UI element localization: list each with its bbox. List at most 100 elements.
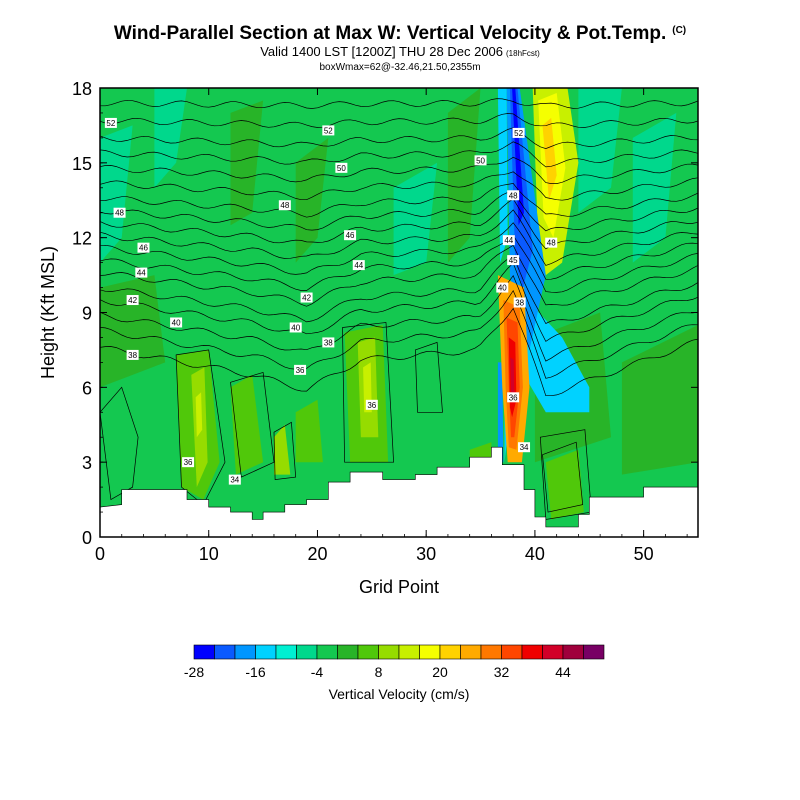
field-patch-3 [578,88,622,213]
contour-label-23: 36 [294,364,307,375]
theta-line-12 [100,171,698,201]
field-patch-2 [393,162,438,276]
theta-line-16 [100,113,698,128]
theta-line-11 [100,183,698,218]
contour-label-22: 38 [322,337,335,348]
field-patch-13 [195,392,203,438]
contour-label-box [289,322,302,333]
contour-label-box [513,297,526,308]
contour-label-text: 48 [509,191,518,200]
contour-label-text: 40 [291,323,300,332]
theta-line-0 [100,307,698,397]
contour-label-10: 44 [135,267,148,278]
field-patch-26 [497,88,508,263]
theta-contours [100,98,698,520]
y-tick-label: 0 [82,528,92,548]
x-tick-label: 20 [307,544,327,564]
contour-label-text: 36 [509,393,518,402]
field-patch-27 [497,362,504,463]
contour-label-text: 38 [324,338,333,347]
y-tick-label: 9 [82,304,92,324]
contour-label-text: 40 [172,318,181,327]
colorbar-swatch [296,644,318,660]
chart-subtitle: Valid 1400 LST [1200Z] THU 28 Dec 2006 (1… [0,44,800,59]
contour-label-box [228,474,241,485]
colorbar-tick-label: -28 [184,664,204,680]
contour-label-text: 52 [106,119,115,128]
contour-label-text: 50 [337,164,346,173]
contour-label-box [113,207,126,218]
contour-label-16: 42 [300,292,313,303]
contour-label-box [507,190,520,201]
theta-loop-0 [100,386,139,501]
contour-labels: 52 52 50 50 52 48 48 48 46 46 44 44 44 48 45 42 42 40 40 40… [104,117,558,485]
contour-label-27: 34 [228,474,241,485]
contour-label-9: 46 [344,230,357,241]
colorbar-label: Vertical Velocity (cm/s) [329,686,470,702]
contour-label-15: 42 [126,295,139,306]
contour-label-text: 36 [184,458,193,467]
contour-label-text: 44 [504,236,513,245]
colorbar-swatch [542,644,564,660]
velocity-field [100,88,698,537]
contour-label-text: 52 [324,126,333,135]
contour-label-17: 40 [170,317,183,328]
colorbar-swatch [378,644,400,660]
colorbar-tick-label: -16 [245,664,265,680]
theta-loop-6 [542,441,584,513]
theta-line-14 [100,141,698,168]
contour-label-box [344,230,357,241]
field-patch-4 [632,112,677,263]
field-patch-6 [295,137,329,263]
contour-label-text: 42 [302,294,311,303]
theta-line-8 [100,209,698,266]
contour-label-box [518,442,531,453]
colorbar-tick-label: 8 [375,664,383,680]
contour-label-18: 40 [289,322,302,333]
field-patch-10 [621,325,698,475]
contour-label-12: 44 [502,235,515,246]
colorbar-swatch [357,644,379,660]
contour-label-box [502,235,515,246]
contour-label-text: 40 [498,284,507,293]
y-tick-label: 12 [72,229,92,249]
contour-label-text: 50 [476,156,485,165]
contour-label-box [365,399,378,410]
colorbar-tick-label: 20 [432,664,448,680]
contour-label-26: 36 [182,457,195,468]
theta-line-1 [100,289,698,379]
contour-label-box [104,117,117,128]
contour-label-box [278,200,291,211]
theta-line-3 [100,262,698,342]
colorbar-tick-label: 44 [555,664,571,680]
contour-label-text: 34 [230,476,239,485]
contour-label-11: 44 [352,260,365,271]
contour-label-box [135,267,148,278]
field-patch-21 [545,449,584,520]
colorbar-swatch [460,644,482,660]
theta-line-2 [100,274,698,362]
theta-line-7 [100,222,698,280]
theta-line-5 [100,244,698,307]
contour-label-text: 48 [115,209,124,218]
chart-info-line: boxWmax=62@-32.46,21.50,2355m [319,62,481,73]
contour-label-1: 52 [322,125,335,136]
field-patch-5 [230,100,264,226]
field-patch-30 [542,117,557,201]
colorbar-swatch [583,644,605,660]
theta-loop-7 [414,341,443,413]
contour-label-text: 48 [547,239,556,248]
contour-label-20: 38 [513,297,526,308]
contour-label-text: 42 [128,296,137,305]
x-tick-label: 50 [634,544,654,564]
theta-loop-4 [342,322,394,463]
contour-label-box [352,260,365,271]
colorbar: -28 -16 -4 8 20 32 44 Vertical Velocity (cm/s) [184,644,605,702]
colorbar-swatch [521,644,543,660]
x-tick-label: 0 [95,544,105,564]
contour-label-box [170,317,183,328]
field-patch-35 [510,357,515,393]
contour-label-2: 50 [335,162,348,173]
theta-line-4 [100,254,698,324]
